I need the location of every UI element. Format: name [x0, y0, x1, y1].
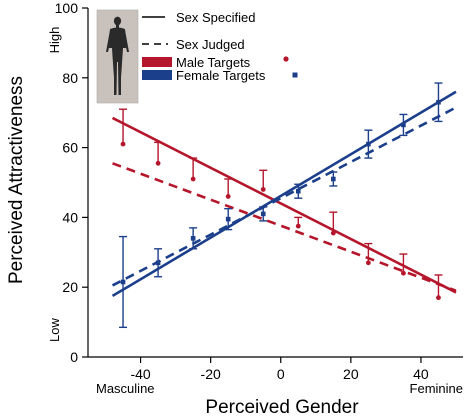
data-point [225, 216, 231, 222]
x-tick-label: 40 [413, 366, 429, 382]
x-tick-label: -20 [201, 366, 221, 382]
data-point [365, 260, 371, 266]
data-point [155, 160, 161, 166]
data-point [190, 236, 196, 241]
data-point [155, 260, 161, 266]
data-point [366, 141, 371, 147]
human-figure-icon [96, 9, 139, 104]
x-tick-label: -40 [130, 366, 150, 382]
y-tick-label: 60 [62, 140, 78, 156]
legend-swatch-female-targets [142, 70, 172, 80]
figure-body [109, 27, 126, 95]
y-end-label-high: High [47, 27, 62, 54]
x-tick-label: 20 [343, 366, 359, 382]
y-axis-title: Perceived Attractiveness [6, 76, 27, 284]
legend: Sex Specified Sex Judged Male TargetsFemal… [96, 9, 298, 104]
y-tick-label: 80 [62, 70, 78, 86]
data-point [401, 270, 406, 276]
data-point [331, 176, 336, 182]
legend-label-sex-specified: Sex Specified [176, 10, 256, 25]
data-point [295, 188, 301, 194]
x-axis-title: Perceived Gender [205, 397, 359, 417]
figure-neck [116, 25, 119, 28]
figure-left-arm [106, 30, 112, 52]
y-tick-label: 20 [62, 279, 78, 295]
fit-line-sex-specified [111, 116, 457, 294]
legend-label-sex-judged: Sex Judged [176, 37, 245, 52]
y-tick-label: 40 [62, 209, 78, 225]
fit-line-sex-judged [111, 106, 457, 287]
legend-label-female-targets: Female Targets [176, 68, 266, 83]
axes: 0 20 40 60 80 100 -40 -20 0 20 40 Masculine Feminine… [6, 0, 463, 417]
x-tick-label: 0 [277, 366, 285, 382]
data-point [295, 223, 301, 229]
x-end-label-feminine: Feminine [410, 381, 463, 396]
fit-line-sex-specified [111, 90, 457, 298]
legend-marker-square [292, 72, 298, 78]
y-tick-label: 100 [55, 0, 79, 16]
x-end-label-masculine: Masculine [96, 381, 155, 396]
data-point [225, 194, 231, 199]
legend-label-male-targets: Male Targets [176, 55, 251, 70]
plot-area [111, 82, 457, 329]
data-point [436, 99, 441, 105]
data-point [401, 122, 406, 128]
y-end-label-low: Low [47, 317, 62, 341]
legend-swatch-male-targets [142, 57, 172, 67]
figure-right-arm [123, 30, 129, 52]
fit-line-sex-judged [112, 162, 457, 292]
data-point [120, 141, 126, 147]
data-point [330, 230, 336, 236]
series-male-targets [111, 108, 457, 301]
y-tick-label: 0 [70, 349, 78, 365]
series-female-targets [111, 82, 457, 329]
data-point [436, 295, 441, 301]
data-point [190, 176, 196, 182]
data-point [120, 279, 126, 285]
data-point [260, 211, 266, 217]
data-point [260, 187, 266, 192]
figure-head [113, 16, 122, 26]
legend-marker-circle [283, 56, 289, 62]
